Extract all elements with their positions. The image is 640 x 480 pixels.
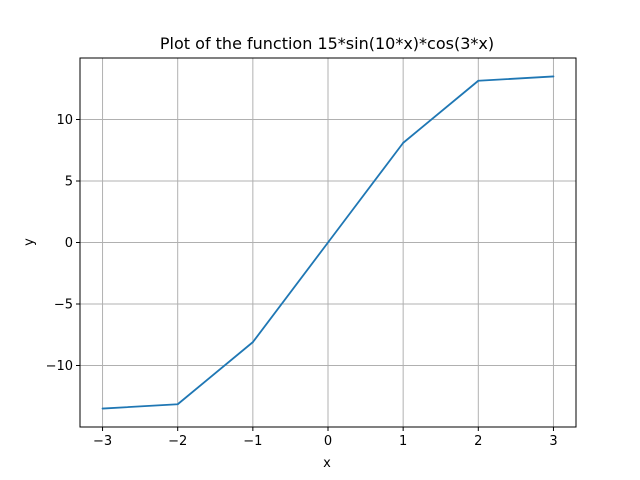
y-tick-label: −10 bbox=[46, 359, 73, 374]
x-tick-label: 0 bbox=[324, 434, 332, 449]
x-axis-label: x bbox=[323, 456, 331, 471]
y-axis-ticks: −10 −5 0 5 10 bbox=[46, 113, 80, 374]
data-point bbox=[402, 141, 405, 144]
data-point bbox=[251, 341, 254, 344]
data-point bbox=[176, 403, 179, 406]
x-tick-label: 2 bbox=[474, 434, 482, 449]
series-layer bbox=[101, 75, 555, 410]
x-tick-label: 3 bbox=[549, 434, 557, 449]
x-tick-label: 1 bbox=[399, 434, 407, 449]
data-point bbox=[477, 79, 480, 82]
data-point bbox=[552, 75, 555, 78]
y-tick-label: 5 bbox=[65, 175, 73, 190]
x-tick-label: −3 bbox=[93, 434, 112, 449]
y-tick-label: 0 bbox=[65, 236, 73, 251]
y-tick-label: 10 bbox=[56, 113, 73, 128]
y-tick-label: −5 bbox=[54, 298, 73, 313]
chart-title: Plot of the function 15*sin(10*x)*cos(3*… bbox=[160, 34, 494, 53]
grid-lines bbox=[80, 58, 576, 427]
data-point bbox=[327, 241, 329, 244]
y-axis-label: y bbox=[22, 238, 37, 246]
x-tick-label: −2 bbox=[168, 434, 187, 449]
x-axis-ticks: −3 −2 −1 0 1 2 3 bbox=[93, 427, 558, 449]
x-tick-label: −1 bbox=[243, 434, 262, 449]
data-point bbox=[101, 407, 104, 410]
